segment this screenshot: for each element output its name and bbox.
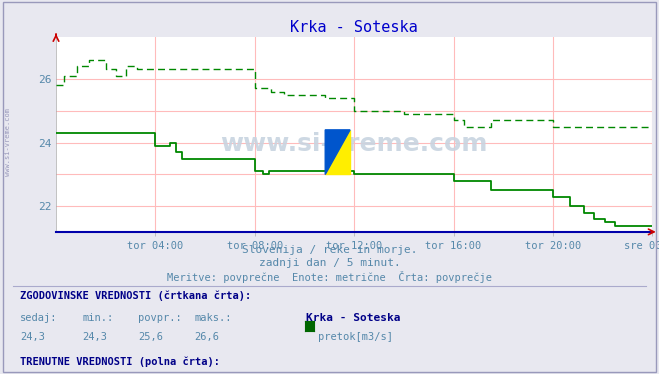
Text: www.si-vreme.com: www.si-vreme.com [221, 132, 488, 156]
Text: maks.:: maks.: [194, 313, 232, 323]
Text: Krka - Soteska: Krka - Soteska [306, 313, 401, 323]
Text: 25,6: 25,6 [138, 332, 163, 342]
Text: TRENUTNE VREDNOSTI (polna črta):: TRENUTNE VREDNOSTI (polna črta): [20, 356, 219, 367]
Polygon shape [326, 130, 350, 175]
Text: povpr.:: povpr.: [138, 313, 182, 323]
Text: Meritve: povprečne  Enote: metrične  Črta: povprečje: Meritve: povprečne Enote: metrične Črta:… [167, 271, 492, 283]
Text: www.si-vreme.com: www.si-vreme.com [5, 108, 11, 176]
Text: 26,6: 26,6 [194, 332, 219, 342]
Text: pretok[m3/s]: pretok[m3/s] [318, 332, 393, 342]
Polygon shape [326, 130, 350, 175]
Title: Krka - Soteska: Krka - Soteska [291, 20, 418, 35]
Text: Slovenija / reke in morje.: Slovenija / reke in morje. [242, 245, 417, 255]
Text: ZGODOVINSKE VREDNOSTI (črtkana črta):: ZGODOVINSKE VREDNOSTI (črtkana črta): [20, 291, 251, 301]
Text: 24,3: 24,3 [82, 332, 107, 342]
Text: zadnji dan / 5 minut.: zadnji dan / 5 minut. [258, 258, 401, 268]
Text: min.:: min.: [82, 313, 113, 323]
Text: sedaj:: sedaj: [20, 313, 57, 323]
Text: 24,3: 24,3 [20, 332, 45, 342]
